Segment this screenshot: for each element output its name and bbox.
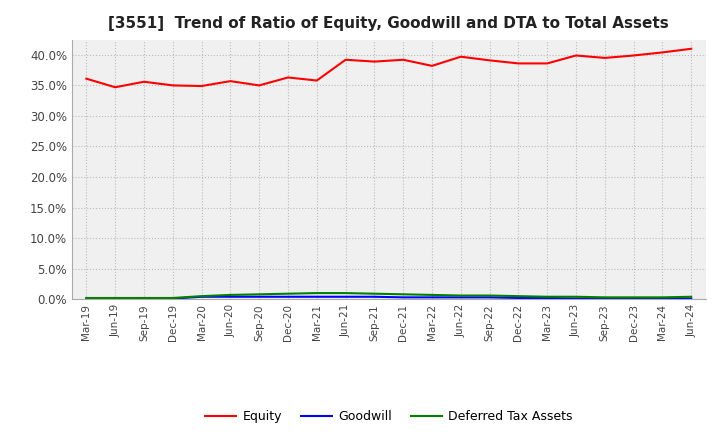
- Goodwill: [399, 295, 408, 300]
- Equity: [514, 61, 523, 66]
- Goodwill: [341, 294, 350, 299]
- Equity: [226, 78, 235, 84]
- Equity: [370, 59, 379, 64]
- Goodwill: [197, 294, 206, 299]
- Title: [3551]  Trend of Ratio of Equity, Goodwill and DTA to Total Assets: [3551] Trend of Ratio of Equity, Goodwil…: [109, 16, 669, 32]
- Equity: [82, 76, 91, 81]
- Line: Goodwill: Goodwill: [86, 297, 691, 299]
- Equity: [485, 58, 494, 63]
- Goodwill: [140, 296, 148, 301]
- Line: Deferred Tax Assets: Deferred Tax Assets: [86, 293, 691, 298]
- Goodwill: [312, 294, 321, 299]
- Deferred Tax Assets: [428, 292, 436, 297]
- Deferred Tax Assets: [255, 292, 264, 297]
- Deferred Tax Assets: [687, 294, 696, 299]
- Deferred Tax Assets: [284, 291, 292, 297]
- Equity: [658, 50, 667, 55]
- Goodwill: [687, 296, 696, 301]
- Equity: [687, 46, 696, 51]
- Deferred Tax Assets: [456, 293, 465, 298]
- Goodwill: [456, 295, 465, 300]
- Goodwill: [485, 295, 494, 300]
- Deferred Tax Assets: [197, 293, 206, 299]
- Equity: [399, 57, 408, 62]
- Equity: [600, 55, 609, 61]
- Deferred Tax Assets: [140, 295, 148, 301]
- Equity: [428, 63, 436, 69]
- Equity: [168, 83, 177, 88]
- Goodwill: [226, 294, 235, 299]
- Deferred Tax Assets: [111, 295, 120, 301]
- Deferred Tax Assets: [658, 295, 667, 300]
- Deferred Tax Assets: [341, 290, 350, 296]
- Goodwill: [255, 294, 264, 299]
- Deferred Tax Assets: [572, 294, 580, 299]
- Deferred Tax Assets: [370, 291, 379, 297]
- Goodwill: [370, 294, 379, 299]
- Deferred Tax Assets: [629, 295, 638, 300]
- Goodwill: [284, 294, 292, 299]
- Equity: [255, 83, 264, 88]
- Goodwill: [658, 296, 667, 301]
- Goodwill: [111, 296, 120, 301]
- Deferred Tax Assets: [514, 293, 523, 299]
- Goodwill: [514, 295, 523, 301]
- Line: Equity: Equity: [86, 49, 691, 87]
- Goodwill: [572, 296, 580, 301]
- Deferred Tax Assets: [543, 294, 552, 299]
- Goodwill: [428, 295, 436, 300]
- Legend: Equity, Goodwill, Deferred Tax Assets: Equity, Goodwill, Deferred Tax Assets: [200, 405, 577, 428]
- Deferred Tax Assets: [226, 292, 235, 297]
- Equity: [543, 61, 552, 66]
- Deferred Tax Assets: [600, 295, 609, 300]
- Goodwill: [543, 295, 552, 301]
- Goodwill: [600, 296, 609, 301]
- Deferred Tax Assets: [399, 292, 408, 297]
- Deferred Tax Assets: [168, 295, 177, 301]
- Deferred Tax Assets: [312, 290, 321, 296]
- Goodwill: [168, 296, 177, 301]
- Equity: [629, 53, 638, 58]
- Goodwill: [82, 296, 91, 301]
- Equity: [197, 84, 206, 89]
- Deferred Tax Assets: [82, 295, 91, 301]
- Equity: [140, 79, 148, 84]
- Equity: [456, 54, 465, 59]
- Goodwill: [629, 296, 638, 301]
- Equity: [572, 53, 580, 58]
- Equity: [341, 57, 350, 62]
- Equity: [111, 84, 120, 90]
- Equity: [312, 78, 321, 83]
- Equity: [284, 75, 292, 80]
- Deferred Tax Assets: [485, 293, 494, 298]
